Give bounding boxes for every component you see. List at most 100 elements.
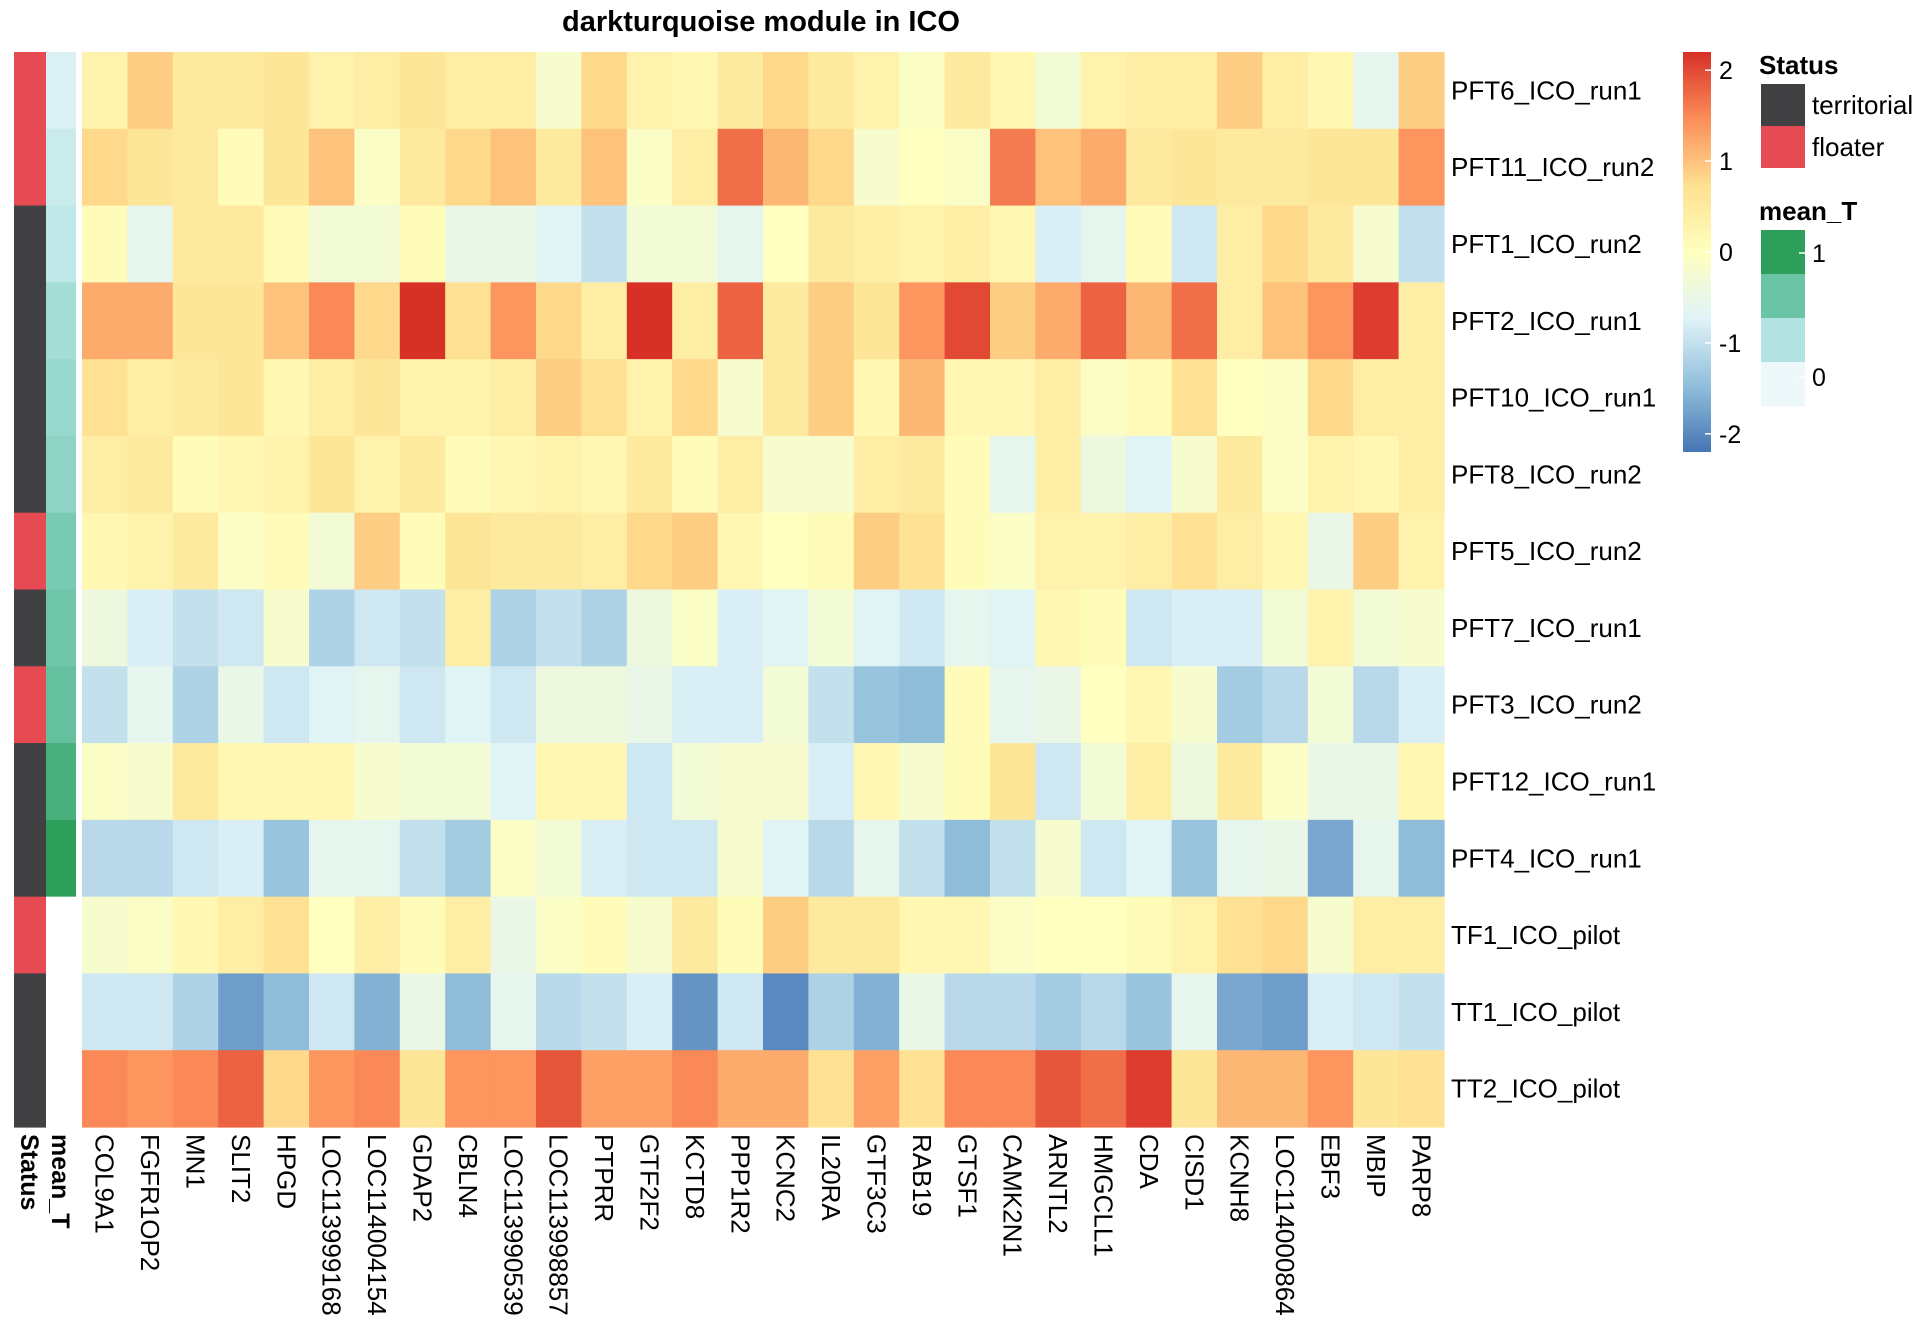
heatmap-cell (127, 589, 174, 667)
heatmap-cell (626, 435, 673, 514)
heatmap-cell (990, 743, 1036, 821)
heatmap-cell (1398, 666, 1445, 744)
mean-t-annotation-cell (46, 973, 76, 1051)
heatmap-cell (626, 743, 673, 821)
heatmap-cell (172, 819, 219, 898)
column-label: MN1 (181, 1134, 211, 1189)
heatmap-cell (853, 589, 900, 667)
heatmap-cell (626, 973, 673, 1051)
heatmap-cell (899, 128, 946, 207)
heatmap-cell (1126, 128, 1173, 207)
heatmap-cell (672, 282, 719, 360)
heatmap-cell (263, 52, 310, 130)
heatmap-cell (1126, 666, 1173, 744)
heatmap-cell (581, 512, 628, 591)
heatmap-cell (626, 282, 673, 360)
heatmap-cell (1217, 205, 1263, 283)
heatmap-cell (944, 52, 991, 130)
mean-t-annotation-cell (46, 743, 76, 821)
heatmap-cell (717, 896, 764, 975)
row-label: PFT2_ICO_run1 (1451, 306, 1642, 336)
heatmap-cell (263, 282, 310, 360)
heatmap-cell (1126, 282, 1173, 360)
heatmap-cell (218, 819, 265, 898)
heatmap-cell (944, 128, 991, 207)
heatmap-cell (1262, 205, 1309, 283)
heatmap-cell (1398, 359, 1445, 437)
heatmap-cell (1126, 589, 1173, 667)
mean-t-annotation-cell (46, 819, 76, 898)
heatmap-cell (1217, 128, 1263, 207)
heatmap-cell (763, 512, 809, 591)
heatmap-cell (581, 128, 628, 207)
heatmap-cell (899, 819, 946, 898)
heatmap-cell (263, 205, 310, 283)
mean-t-legend: mean_T 1 0 (1759, 196, 1857, 407)
heatmap-cell (763, 435, 809, 514)
heatmap-cell (1080, 282, 1127, 360)
column-label: RAB19 (907, 1134, 937, 1216)
heatmap-cell (1307, 896, 1354, 975)
heatmap-cell (944, 435, 991, 514)
heatmap-cell (1262, 973, 1309, 1051)
heatmap-cell (990, 128, 1036, 207)
heatmap-cell (581, 589, 628, 667)
column-label: ARNTL2 (1043, 1134, 1073, 1234)
color-scale-tick-label: 0 (1719, 239, 1733, 267)
heatmap-cell (1353, 819, 1400, 898)
heatmap-cell (1035, 743, 1082, 821)
heatmap-cell (1353, 589, 1400, 667)
heatmap-cell (717, 743, 764, 821)
heatmap-cell (490, 128, 537, 207)
heatmap-cell (717, 359, 764, 437)
heatmap-cell (1307, 128, 1354, 207)
heatmap-cell (1398, 589, 1445, 667)
heatmap-cell (536, 282, 582, 360)
heatmap-cell (853, 666, 900, 744)
heatmap-cell (309, 896, 355, 975)
heatmap-cell (127, 52, 174, 130)
heatmap-cell (1217, 666, 1263, 744)
heatmap-cell (82, 666, 128, 744)
heatmap-cell (1171, 128, 1218, 207)
heatmap-cell (808, 282, 855, 360)
heatmap-cell (808, 973, 855, 1051)
status-annotation-cell (14, 359, 46, 437)
heatmap-cell (990, 666, 1036, 744)
heatmap-cell (672, 819, 719, 898)
heatmap-cell (1262, 743, 1309, 821)
heatmap-cell (536, 743, 582, 821)
heatmap-cell (399, 435, 446, 514)
heatmap-cell (672, 435, 719, 514)
heatmap-cell (1171, 973, 1218, 1051)
heatmap-cell (1353, 666, 1400, 744)
heatmap-cell (127, 512, 174, 591)
row-label: PFT12_ICO_run1 (1451, 766, 1656, 796)
heatmap-cell (536, 666, 582, 744)
heatmap-cell (626, 1050, 673, 1128)
heatmap-cell (536, 819, 582, 898)
heatmap-cell (1080, 128, 1127, 207)
heatmap-cell (309, 743, 355, 821)
heatmap-cell (82, 205, 128, 283)
chart-title: darkturquoise module in ICO (562, 6, 960, 38)
heatmap-cell (1035, 282, 1082, 360)
heatmap-cell (127, 743, 174, 821)
column-label: KCTD8 (680, 1134, 710, 1219)
mean-t-legend-tick-label: 1 (1812, 240, 1826, 268)
heatmap-cell (763, 359, 809, 437)
heatmap-cell (309, 52, 355, 130)
heatmap-cell (399, 282, 446, 360)
heatmap-cell (172, 1050, 219, 1128)
heatmap-cell (672, 1050, 719, 1128)
heatmap-cell (1262, 435, 1309, 514)
heatmap-cell (536, 435, 582, 514)
heatmap-cell (1080, 205, 1127, 283)
heatmap-cell (1217, 743, 1263, 821)
heatmap-cell (717, 435, 764, 514)
heatmap-cell (490, 589, 537, 667)
column-label: PARP8 (1406, 1134, 1436, 1217)
column-label: LOC113990539 (498, 1134, 528, 1316)
heatmap-cell (626, 52, 673, 130)
status-annotation-cell (14, 128, 46, 207)
